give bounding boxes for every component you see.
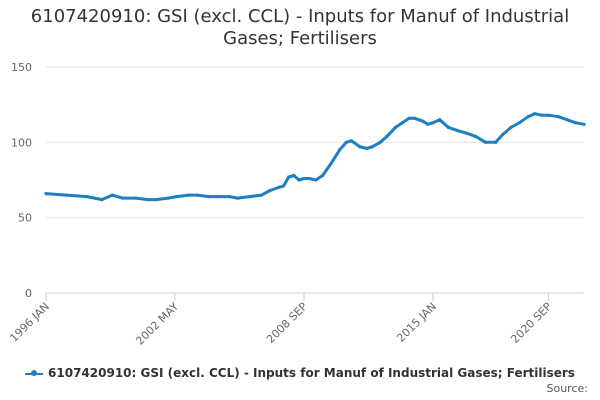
- data-point: [215, 195, 219, 199]
- y-tick-label: 100: [11, 136, 32, 149]
- x-axis: 1996 JAN 2002 MAY 2008 SEP 2015 JAN 2020 SEP: [7, 292, 584, 348]
- data-point: [175, 195, 179, 199]
- data-point: [314, 178, 318, 182]
- data-point: [517, 121, 522, 125]
- data-point: [259, 193, 264, 197]
- data-point: [370, 145, 374, 149]
- chart-title: 6107420910: GSI (excl. CCL) - Inputs for…: [0, 6, 600, 50]
- data-point: [276, 185, 281, 190]
- legend-swatch: [25, 369, 44, 376]
- data-point: [407, 116, 411, 120]
- data-point: [146, 198, 150, 202]
- data-point: [509, 125, 513, 129]
- data-point: [473, 134, 477, 138]
- data-point: [421, 119, 425, 123]
- data-point: [248, 195, 252, 199]
- y-tick-label: 50: [18, 212, 32, 225]
- data-point: [500, 133, 505, 137]
- data-point: [446, 125, 450, 129]
- legend-label: 6107420910: GSI (excl. CCL) - Inputs for…: [48, 366, 575, 380]
- data-point: [465, 131, 469, 135]
- chart-title-line-2: Gases; Fertilisers: [223, 28, 377, 49]
- data-point: [236, 196, 240, 200]
- data-point: [494, 140, 498, 144]
- data-point: [120, 196, 124, 200]
- source-label: Source:: [546, 382, 589, 395]
- chart-title-line-1: 6107420910: GSI (excl. CCL) - Inputs for…: [30, 6, 570, 27]
- data-point: [110, 193, 114, 197]
- data-point: [400, 121, 404, 125]
- data-point: [44, 192, 48, 196]
- data-point: [85, 195, 89, 199]
- data-point: [385, 134, 389, 138]
- data-point: [195, 193, 199, 197]
- data-point: [302, 176, 306, 181]
- data-point: [64, 193, 68, 197]
- data-point: [100, 198, 104, 202]
- data-point: [187, 193, 191, 197]
- data-point: [546, 113, 551, 117]
- data-point: [565, 118, 569, 122]
- data-point: [484, 140, 488, 144]
- series-line: [44, 112, 586, 202]
- data-point: [329, 161, 333, 165]
- data-point: [282, 184, 286, 188]
- data-point: [358, 145, 362, 149]
- x-tick-label: 1996 JAN: [7, 300, 52, 345]
- data-point: [287, 175, 291, 179]
- data-point: [307, 176, 311, 181]
- data-point: [297, 178, 301, 182]
- legend-dot: [31, 369, 38, 376]
- x-tick-label: 2020 SEP: [508, 300, 554, 346]
- legend[interactable]: 6107420910: GSI (excl. CCL) - Inputs for…: [0, 366, 600, 380]
- x-tick-label: 2015 JAN: [394, 300, 439, 345]
- data-point: [533, 112, 537, 116]
- data-point: [455, 128, 459, 132]
- gridlines: [46, 66, 584, 219]
- y-axis: 0 50 100 150: [11, 61, 32, 300]
- data-point: [378, 140, 382, 144]
- data-point: [166, 196, 170, 200]
- data-point: [438, 118, 442, 122]
- data-point: [365, 146, 369, 150]
- data-point: [344, 140, 348, 144]
- x-tick-label: 2008 SEP: [264, 300, 310, 346]
- data-point: [412, 116, 416, 120]
- data-point: [338, 148, 342, 152]
- data-point: [134, 196, 138, 200]
- data-point: [582, 122, 586, 126]
- data-point: [426, 122, 430, 126]
- y-tick-label: 150: [11, 61, 32, 74]
- data-point: [227, 195, 231, 199]
- data-point: [268, 188, 272, 193]
- data-point: [349, 139, 354, 143]
- series-layer: [44, 112, 586, 202]
- data-point: [292, 173, 296, 178]
- data-point: [207, 195, 211, 199]
- data-point: [573, 121, 578, 125]
- data-point: [154, 198, 158, 202]
- data-point: [556, 115, 561, 119]
- x-tick-label: 2002 MAY: [133, 300, 181, 348]
- data-point: [431, 121, 435, 125]
- y-tick-label: 0: [25, 287, 32, 300]
- data-point: [526, 115, 530, 119]
- data-point: [540, 113, 544, 117]
- data-point: [394, 125, 398, 129]
- data-point: [321, 173, 325, 178]
